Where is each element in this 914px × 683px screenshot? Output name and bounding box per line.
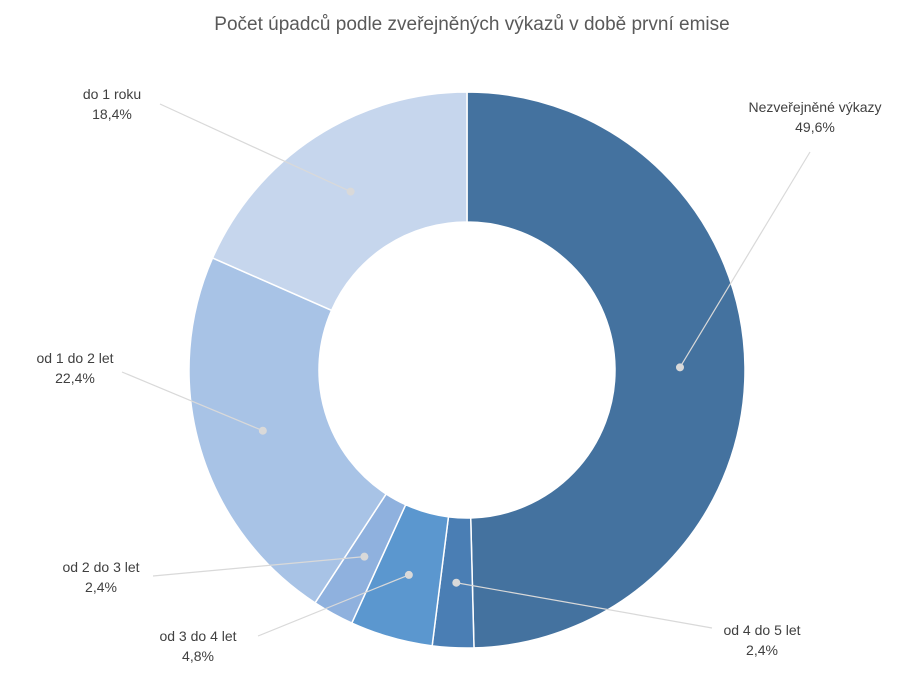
slice-value-do-1-roku: 18,4% — [92, 106, 132, 122]
slice-label-nezverejnene-vykazy: Nezveřejněné výkazy — [748, 99, 881, 115]
leader-dot-od-1-do-2-let — [258, 426, 267, 435]
leader-dot-nezverejnene-vykazy — [675, 363, 684, 372]
slice-nezverejnene-vykazy — [466, 91, 746, 649]
slice-labels: Nezveřejněné výkazy 49,6% od 4 do 5 let 2,4… — [36, 86, 881, 664]
leader-dot-do-1-roku — [346, 187, 355, 196]
leader-line-do-1-roku — [159, 103, 351, 193]
slice-value-od-1-do-2-let: 22,4% — [55, 370, 95, 386]
leader-dot-od-2-do-3-let — [360, 552, 369, 561]
slice-value-od-4-do-5-let: 2,4% — [746, 642, 778, 658]
leader-line-nezverejnene-vykazy — [679, 151, 811, 368]
slice-value-od-2-do-3-let: 2,4% — [85, 579, 117, 595]
slice-od-1-do-2-let — [188, 257, 388, 604]
leader-line-od-4-do-5-let — [456, 582, 713, 629]
slice-label-od-1-do-2-let: od 1 do 2 let — [36, 350, 113, 366]
slice-label-od-3-do-4-let: od 3 do 4 let — [159, 628, 236, 644]
leader-line-od-3-do-4-let — [257, 574, 410, 637]
donut-slices — [188, 91, 746, 649]
slice-value-od-3-do-4-let: 4,8% — [182, 648, 214, 664]
leader-line-od-2-do-3-let — [152, 556, 365, 577]
leader-dot-od-4-do-5-let — [452, 578, 461, 587]
leader-line-od-1-do-2-let — [121, 371, 264, 432]
slice-value-nezverejnene-vykazy: 49,6% — [795, 119, 835, 135]
slice-label-od-2-do-3-let: od 2 do 3 let — [62, 559, 139, 575]
slice-do-1-roku — [211, 91, 468, 312]
chart-title: Počet úpadců podle zveřejněných výkazů v… — [214, 14, 729, 35]
slice-label-od-4-do-5-let: od 4 do 5 let — [723, 622, 800, 638]
leader-dot-od-3-do-4-let — [404, 570, 413, 579]
slice-label-do-1-roku: do 1 roku — [83, 86, 141, 102]
leader-lines — [121, 103, 811, 637]
